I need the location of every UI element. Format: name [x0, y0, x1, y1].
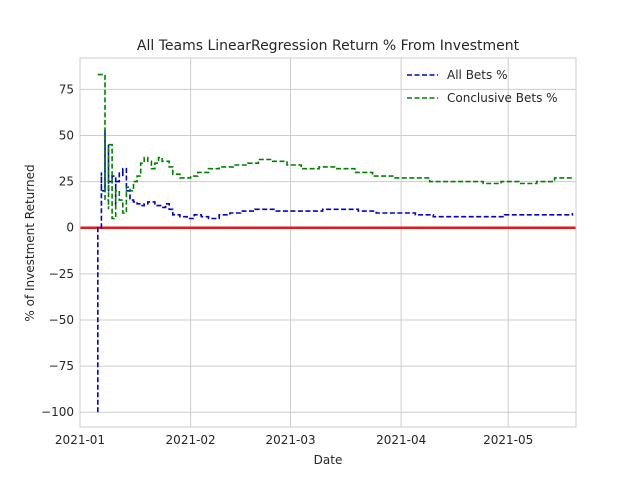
y-tick-label: 75: [59, 82, 74, 96]
x-tick-label: 2021-05: [483, 433, 533, 447]
legend-label-0: All Bets %: [447, 68, 507, 82]
x-tick-label: 2021-01: [55, 433, 105, 447]
y-tick-label: −25: [49, 267, 74, 281]
legend-label-1: Conclusive Bets %: [447, 91, 558, 105]
y-axis-label: % of Investment Returned: [23, 164, 37, 321]
y-tick-label: 0: [66, 221, 74, 235]
x-tick-label: 2021-03: [265, 433, 315, 447]
y-tick-label: 50: [59, 128, 74, 142]
chart-title: All Teams LinearRegression Return % From…: [137, 38, 520, 54]
x-tick-label: 2021-02: [166, 433, 216, 447]
y-tick-label: −75: [49, 359, 74, 373]
y-tick-label: −50: [49, 313, 74, 327]
y-tick-labels: 75 50 25 0 −25 −50 −75 −100: [41, 82, 74, 419]
y-tick-label: 25: [59, 175, 74, 189]
x-tick-label: 2021-04: [376, 433, 426, 447]
x-tick-labels: 2021-01 2021-02 2021-03 2021-04 2021-05: [55, 433, 533, 447]
plot-frame: [79, 57, 577, 428]
x-axis-label: Date: [314, 453, 343, 467]
legend: All Bets % Conclusive Bets %: [407, 68, 558, 105]
grid: [79, 58, 576, 427]
series-line-0: [97, 130, 574, 413]
y-tick-label: −100: [41, 405, 74, 419]
series-line-1: [97, 73, 574, 220]
series-group: [97, 73, 574, 413]
